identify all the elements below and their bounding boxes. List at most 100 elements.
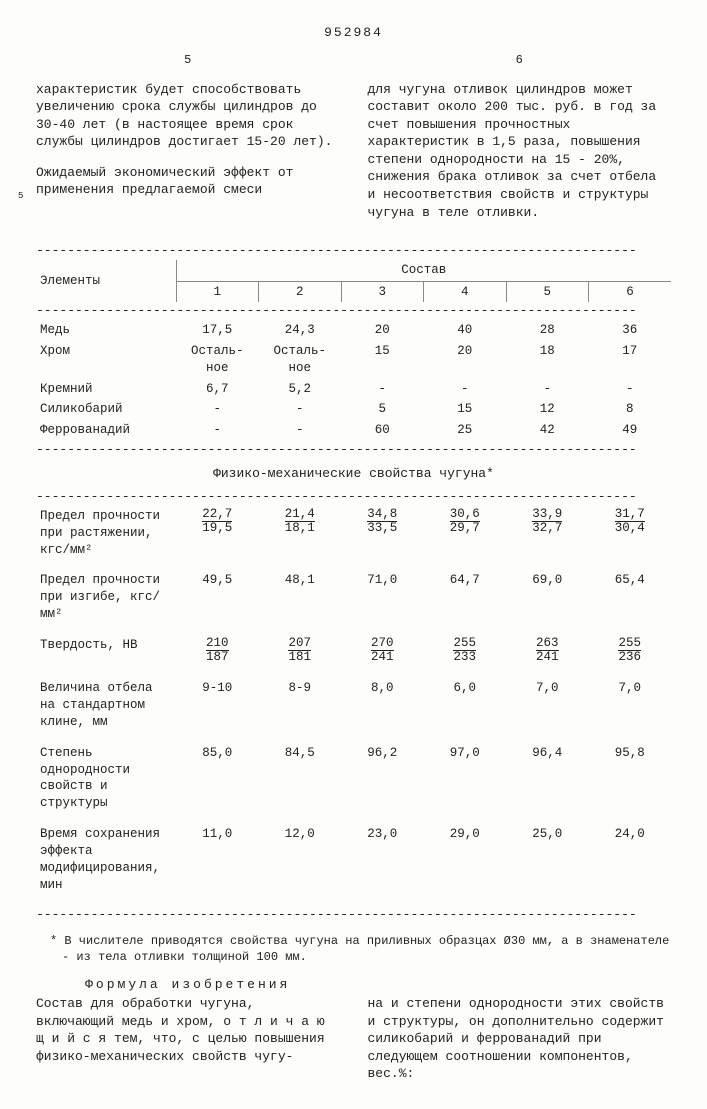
- cell: -: [341, 379, 424, 400]
- row-label: Кремний: [36, 379, 176, 400]
- th-col: 5: [506, 281, 589, 302]
- cell: 15: [341, 341, 424, 379]
- cell: 11,0: [176, 824, 259, 896]
- cell: 69,0: [506, 570, 589, 625]
- cell: 97,0: [424, 743, 507, 815]
- cell: 95,8: [589, 743, 672, 815]
- cell: 49,5: [176, 570, 259, 625]
- cell: -: [176, 399, 259, 420]
- cell-frac: 255233: [424, 635, 507, 668]
- cell: 17: [589, 341, 672, 379]
- cell: 25: [424, 420, 507, 441]
- properties-table: Предел прочности при растяжении, кгс/мм²…: [36, 506, 671, 906]
- cell: 64,7: [424, 570, 507, 625]
- margin-num-5: 5: [18, 190, 23, 202]
- cell-frac: 22,719,5: [176, 506, 259, 561]
- formula-right: на и степени однородности этих свойств и…: [368, 995, 672, 1083]
- cell-frac: 263241: [506, 635, 589, 668]
- th-col: 6: [589, 281, 672, 302]
- footnote: * В числителе приводятся свойства чугуна…: [62, 933, 671, 965]
- cell: 48,1: [259, 570, 342, 625]
- cell-frac: 270241: [341, 635, 424, 668]
- row-label: Твердость, НВ: [36, 635, 176, 668]
- cell: 85,0: [176, 743, 259, 815]
- cell: 25,0: [506, 824, 589, 896]
- para-right-1: для чугуна отливок цилиндров может соста…: [368, 81, 672, 221]
- cell: 24,3: [259, 320, 342, 341]
- cell: Осталь- ное: [259, 341, 342, 379]
- cell: 5: [341, 399, 424, 420]
- cell: 36: [589, 320, 672, 341]
- table2-title: Физико-механические свойства чугуна*: [36, 465, 671, 483]
- cell: 42: [506, 420, 589, 441]
- cell-frac: 21,418,1: [259, 506, 342, 561]
- cell: 7,0: [589, 678, 672, 733]
- row-label: Хром: [36, 341, 176, 379]
- dash-row: ----------------------------------------…: [36, 441, 671, 459]
- cell: 20: [341, 320, 424, 341]
- cell: 12,0: [259, 824, 342, 896]
- cell: 23,0: [341, 824, 424, 896]
- cell: 84,5: [259, 743, 342, 815]
- cell: -: [424, 379, 507, 400]
- cell-frac: 30,629,7: [424, 506, 507, 561]
- row-label: Предел прочности при изгибе, кгс/мм²: [36, 570, 176, 625]
- th-elements: Элементы: [36, 260, 176, 303]
- row-label: Степень однородности свойств и структуры: [36, 743, 176, 815]
- cell: 17,5: [176, 320, 259, 341]
- row-label: Феррованадий: [36, 420, 176, 441]
- row-label: Величина отбела на стандартном клине, мм: [36, 678, 176, 733]
- dash-row: ----------------------------------------…: [36, 906, 671, 924]
- cell: -: [176, 420, 259, 441]
- cell: 12: [506, 399, 589, 420]
- cell: 65,4: [589, 570, 672, 625]
- cell: 7,0: [506, 678, 589, 733]
- cell: 24,0: [589, 824, 672, 896]
- row-label: Медь: [36, 320, 176, 341]
- th-col: 1: [176, 281, 259, 302]
- formula-left: Состав для обработки чугуна, включающий …: [36, 995, 340, 1065]
- row-label: Время сохранения эффекта модифицирования…: [36, 824, 176, 896]
- dash-row: ----------------------------------------…: [36, 242, 671, 260]
- col-num-left: 5: [36, 52, 340, 68]
- cell: 8-9: [259, 678, 342, 733]
- cell: 8,0: [341, 678, 424, 733]
- cell-frac: 207181: [259, 635, 342, 668]
- cell: 9-10: [176, 678, 259, 733]
- cell: Осталь- ное: [176, 341, 259, 379]
- row-label: Силикобарий: [36, 399, 176, 420]
- cell: 60: [341, 420, 424, 441]
- para-left-1: характеристик будет способствовать увели…: [36, 81, 340, 151]
- dash-row: ----------------------------------------…: [36, 302, 671, 320]
- composition-table: ----------------------------------------…: [36, 242, 671, 459]
- cell: 6,0: [424, 678, 507, 733]
- cell: 5,2: [259, 379, 342, 400]
- th-col: 4: [424, 281, 507, 302]
- text-columns: 5 характеристик будет способствовать уве…: [36, 52, 671, 235]
- formula-title: Формула изобретения: [36, 976, 340, 994]
- cell: 20: [424, 341, 507, 379]
- cell-frac: 210187: [176, 635, 259, 668]
- cell-frac: 31,730,4: [589, 506, 672, 561]
- doc-number: 952984: [36, 24, 671, 42]
- th-col: 2: [259, 281, 342, 302]
- para-left-2: Ожидаемый экономический эффект от примен…: [36, 164, 340, 199]
- cell-frac: 255236: [589, 635, 672, 668]
- cell: 8: [589, 399, 672, 420]
- cell-frac: 34,833,5: [341, 506, 424, 561]
- cell: 15: [424, 399, 507, 420]
- cell: 71,0: [341, 570, 424, 625]
- col-num-right: 6: [368, 52, 672, 68]
- cell: 28: [506, 320, 589, 341]
- dash-row: ----------------------------------------…: [36, 488, 671, 506]
- formula-section: Формула изобретения Состав для обработки…: [36, 976, 671, 1085]
- cell-frac: 33,932,7: [506, 506, 589, 561]
- cell: 96,2: [341, 743, 424, 815]
- cell: 49: [589, 420, 672, 441]
- th-sostav: Состав: [176, 260, 671, 281]
- cell: 96,4: [506, 743, 589, 815]
- cell: -: [259, 399, 342, 420]
- cell: 6,7: [176, 379, 259, 400]
- cell: -: [259, 420, 342, 441]
- cell: 40: [424, 320, 507, 341]
